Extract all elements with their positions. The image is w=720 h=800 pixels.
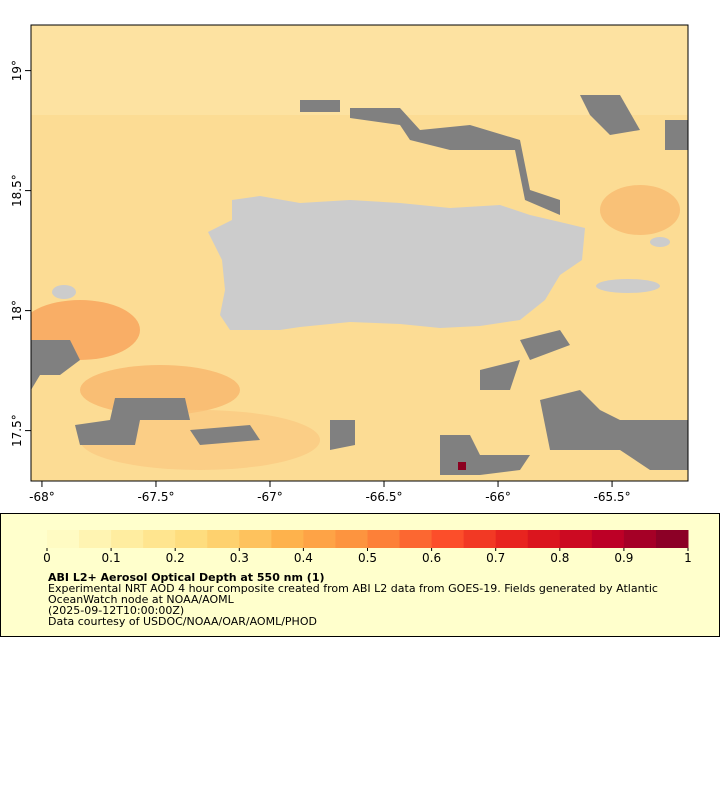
- colorbar-step: [239, 530, 272, 548]
- cloud-mask: [31, 95, 688, 475]
- x-tick-label: -68°: [29, 490, 55, 504]
- y-tick-label: 19°: [10, 60, 24, 81]
- land-vieques: [596, 279, 660, 293]
- colorbar-step: [335, 530, 368, 548]
- y-tick-label: 17.5°: [10, 414, 24, 447]
- colorbar-tick-label: 0: [43, 551, 51, 565]
- colorbar-step: [303, 530, 336, 548]
- colorbar-tick-label: 0.4: [294, 551, 313, 565]
- legend-line: Experimental NRT AOD 4 hour composite cr…: [48, 582, 658, 595]
- x-tick-label: -66.5°: [365, 490, 402, 504]
- field-patch: [600, 185, 680, 235]
- colorbar-tick-label: 0.6: [422, 551, 441, 565]
- colorbar-tick-label: 0.2: [166, 551, 185, 565]
- colorbar-tick-label: 0.3: [230, 551, 249, 565]
- colorbar-step: [175, 530, 208, 548]
- colorbar-step: [79, 530, 112, 548]
- map-frame: [30, 24, 689, 482]
- colorbar-step: [655, 530, 689, 548]
- colorbar-step: [367, 530, 401, 548]
- x-tick-label: -66°: [485, 490, 511, 504]
- colorbar-step: [207, 530, 240, 548]
- legend-line: Data courtesy of USDOC/NOAA/OAR/AOML/PHO…: [48, 615, 317, 628]
- colorbar-step: [431, 530, 465, 548]
- legend-line: OceanWatch node at NOAA/AOML: [48, 593, 235, 606]
- land-mona: [52, 285, 76, 299]
- colorbar-step: [111, 530, 144, 548]
- colorbar-tick-label: 0.8: [550, 551, 569, 565]
- colorbar-tick-label: 0.1: [102, 551, 121, 565]
- colorbar: 0 0.1 0.2 0.3 0.4 0.5 0.6 0.7 0.8 0.9 1: [43, 530, 692, 565]
- colorbar-step: [527, 530, 561, 548]
- legend-title: ABI L2+ Aerosol Optical Depth at 550 nm …: [48, 571, 325, 584]
- colorbar-step: [623, 530, 657, 548]
- colorbar-step: [463, 530, 497, 548]
- land-culebra: [650, 237, 670, 247]
- colorbar-tick-label: 0.9: [614, 551, 633, 565]
- y-tick-label: 18°: [10, 300, 24, 321]
- colorbar-step: [399, 530, 433, 548]
- colorbar-step: [559, 530, 593, 548]
- field-patch: [31, 25, 688, 115]
- colorbar-tick-label: 1: [684, 551, 692, 565]
- land-puerto-rico: [208, 196, 585, 330]
- colorbar-tick-label: 0.5: [358, 551, 377, 565]
- field-patch: [458, 462, 466, 470]
- axes: -68° -67.5° -67° -66.5° -66° -65.5° 17.5° 18° 18…: [10, 60, 631, 504]
- y-tick-label: 18.5°: [10, 174, 24, 207]
- colorbar-step: [143, 530, 176, 548]
- x-tick-label: -65.5°: [594, 490, 631, 504]
- colorbar-step: [591, 530, 625, 548]
- colorbar-step: [47, 530, 80, 548]
- map-field: [31, 25, 688, 481]
- colorbar-step: [271, 530, 304, 548]
- colorbar-step: [495, 530, 529, 548]
- x-tick-label: -67.5°: [137, 490, 174, 504]
- x-tick-label: -67°: [257, 490, 283, 504]
- colorbar-tick-label: 0.7: [486, 551, 505, 565]
- legend-line: (2025-09-12T10:00:00Z): [48, 604, 184, 617]
